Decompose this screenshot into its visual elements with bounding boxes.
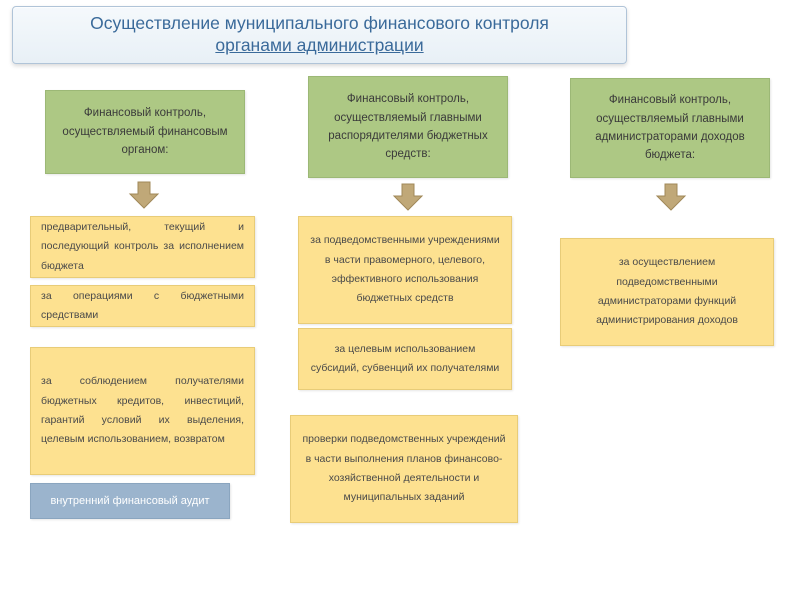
col3-box1-text: за осуществлением подведомственными адми… [571,253,763,331]
col3-header: Финансовый контроль, осуществляемый глав… [570,78,770,178]
col3-header-text: Финансовый контроль, осуществляемый глав… [579,91,761,165]
col2-header: Финансовый контроль, осуществляемый глав… [308,76,508,178]
col1-box1-text: предварительный, текущий и последующий к… [41,218,244,276]
col2-box2: за целевым использованием субсидий, субв… [298,328,512,390]
col1-header-text: Финансовый контроль, осуществляемый фина… [54,104,236,159]
col2-box3: проверки подведомственных учреждений в ч… [290,415,518,523]
arrow-icon [392,182,424,212]
col1-box3: за соблюдением получателями бюджетных кр… [30,347,255,475]
slide-title: Осуществление муниципального финансового… [12,6,627,64]
arrow-icon [655,182,687,212]
col2-box1: за подведомственными учреждениями в част… [298,216,512,324]
title-line-1: Осуществление муниципального финансового… [90,13,549,35]
col2-header-text: Финансовый контроль, осуществляемый глав… [317,90,499,164]
title-line-2: органами администрации [215,35,423,57]
col1-box1: предварительный, текущий и последующий к… [30,216,255,278]
col2-box1-text: за подведомственными учреждениями в част… [309,231,501,309]
col2-box2-text: за целевым использованием субсидий, субв… [309,340,501,379]
col2-box3-text: проверки подведомственных учреждений в ч… [301,430,507,508]
col1-box2: за операциями с бюджетными средствами [30,285,255,327]
col3-box1: за осуществлением подведомственными адми… [560,238,774,346]
col1-header: Финансовый контроль, осуществляемый фина… [45,90,245,174]
col1-box3-text: за соблюдением получателями бюджетных кр… [41,372,244,450]
col1-footer: внутренний финансовый аудит [30,483,230,519]
col1-box2-text: за операциями с бюджетными средствами [41,287,244,326]
arrow-icon [128,180,160,210]
col1-footer-text: внутренний финансовый аудит [50,495,209,507]
